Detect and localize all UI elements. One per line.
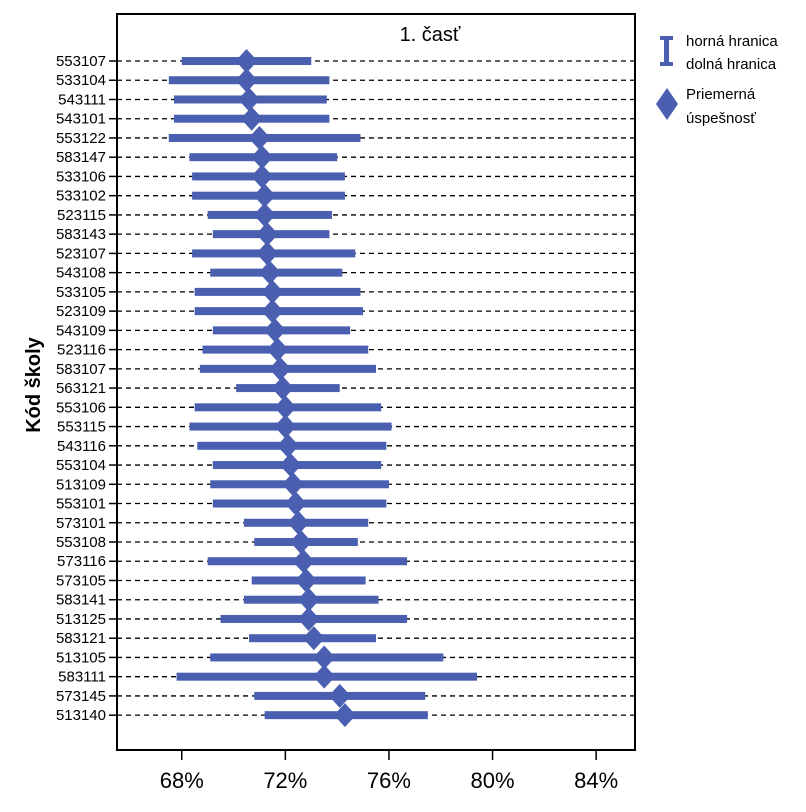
x-tick-label: 80% — [471, 768, 515, 793]
legend-mean-label-2: úspešnosť — [686, 110, 756, 127]
y-tick-label: 553107 — [56, 53, 106, 70]
y-tick-label: 513140 — [56, 707, 106, 724]
mean-marker — [235, 68, 258, 93]
y-tick-label: 553115 — [57, 419, 106, 436]
legend-interval-label-2: dolná hranica — [686, 56, 777, 73]
mean-marker — [266, 337, 289, 362]
y-tick-label: 533104 — [56, 72, 106, 89]
y-tick-label: 543111 — [58, 91, 106, 108]
plot-frame — [116, 13, 636, 751]
mean-marker — [251, 145, 274, 170]
mean-marker — [295, 568, 318, 593]
y-tick-label: 543101 — [56, 111, 106, 128]
interval-bars — [168, 57, 478, 720]
mean-marker — [297, 606, 320, 631]
mean-marker — [256, 222, 279, 247]
chart-title: 1. časť — [400, 24, 461, 46]
x-axis: 68% 72% 76% 80% 84% — [160, 750, 618, 793]
y-tick-label: 573116 — [57, 553, 106, 570]
mean-marker — [235, 49, 258, 73]
y-tick-label: 563121 — [56, 380, 106, 397]
mean-marker — [274, 395, 297, 420]
y-tick-label: 553108 — [56, 534, 106, 551]
mean-marker — [269, 356, 292, 381]
mean-marker — [282, 472, 305, 497]
y-tick-label: 583121 — [56, 630, 106, 647]
mean-marker — [302, 626, 325, 651]
x-tick-label: 72% — [263, 768, 307, 793]
y-tick-label: 533105 — [56, 284, 106, 301]
y-tick-label: 523115 — [57, 207, 106, 224]
legend-interval-cap-top — [660, 36, 673, 40]
legend: horná hranica dolná hranica Priemerná ús… — [656, 33, 778, 127]
mean-marker — [297, 587, 320, 612]
legend-interval-cap-bottom — [660, 62, 673, 66]
y-tick-label: 583141 — [56, 592, 106, 609]
y-tick-label: 543109 — [56, 322, 106, 339]
mean-marker — [256, 241, 279, 266]
mean-marker — [251, 164, 274, 189]
legend-mean-label-1: Priemerná — [686, 86, 756, 103]
y-tick-label: 513125 — [56, 611, 106, 628]
y-tick-label: 583147 — [56, 149, 106, 166]
mean-marker — [284, 491, 307, 516]
mean-marker — [253, 183, 276, 208]
mean-marker — [287, 510, 310, 535]
y-tick-label: 573145 — [56, 688, 106, 705]
y-tick-label: 553106 — [56, 399, 106, 416]
y-tick-label: 523109 — [56, 303, 106, 320]
y-axis-label: Kód školy — [23, 336, 45, 432]
y-tick-labels: 553107 533104 543111 543101 553122 583147 5331… — [56, 53, 117, 724]
mean-marker — [274, 414, 297, 439]
legend-interval-label-1: horná hranica — [686, 33, 778, 50]
mean-marker — [313, 664, 336, 689]
mean-marker — [292, 549, 315, 574]
x-tick-label: 76% — [367, 768, 411, 793]
y-tick-label: 533106 — [56, 168, 106, 185]
y-tick-label: 573105 — [56, 572, 106, 589]
mean-marker — [240, 106, 263, 131]
mean-marker — [248, 125, 271, 150]
y-tick-label: 533102 — [56, 188, 106, 205]
legend-mean-diamond-icon — [656, 88, 678, 120]
y-tick-label: 553122 — [56, 130, 106, 147]
mean-marker — [263, 318, 286, 343]
y-tick-label: 523116 — [57, 342, 106, 359]
mean-marker — [276, 433, 299, 458]
legend-interval-icon — [664, 38, 669, 64]
mean-marker — [279, 453, 302, 478]
x-tick-label: 68% — [160, 768, 204, 793]
mean-markers — [235, 49, 356, 728]
y-tick-label: 553101 — [56, 496, 106, 513]
mean-marker — [253, 202, 276, 227]
y-tick-label: 513109 — [56, 476, 106, 493]
y-tick-label: 553104 — [56, 457, 106, 474]
mean-marker — [261, 299, 284, 324]
mean-marker — [258, 260, 281, 285]
y-tick-label: 583107 — [56, 361, 106, 378]
x-tick-label: 84% — [574, 768, 618, 793]
y-tick-label: 543116 — [57, 438, 106, 455]
y-tick-label: 523107 — [56, 245, 106, 262]
mean-marker — [271, 376, 294, 401]
mean-marker — [328, 683, 351, 708]
mean-marker — [333, 703, 356, 728]
y-tick-label: 583143 — [56, 226, 106, 243]
mean-marker — [238, 87, 261, 112]
y-tick-label: 583111 — [58, 669, 106, 686]
mean-marker — [289, 530, 312, 554]
y-tick-label: 543108 — [56, 265, 106, 282]
y-tick-label: 573101 — [56, 515, 106, 532]
y-tick-label: 513105 — [56, 649, 106, 666]
mean-marker — [261, 279, 284, 304]
mean-marker — [313, 645, 336, 670]
